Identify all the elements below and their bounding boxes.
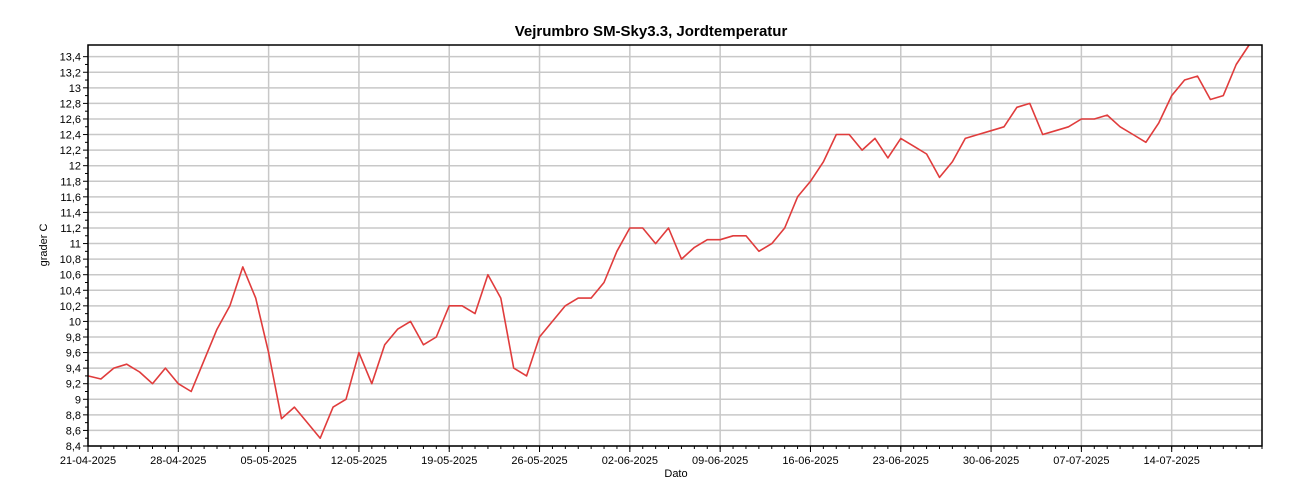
- chart-title: Vejrumbro SM-Sky3.3, Jordtemperatur: [515, 23, 788, 40]
- x-tick-label: 16-06-2025: [782, 455, 838, 467]
- y-tick-label: 9,8: [66, 332, 81, 344]
- y-tick-label: 9,4: [66, 363, 81, 375]
- series-layer: [87, 44, 1250, 440]
- y-tick-label: 10,6: [60, 270, 81, 282]
- y-tick-label: 12,2: [60, 145, 81, 157]
- y-tick-label: 13: [69, 83, 81, 95]
- x-tick-label: 23-06-2025: [873, 455, 929, 467]
- plot-frame: [87, 44, 1263, 447]
- x-tick-label: 28-04-2025: [150, 455, 206, 467]
- y-tick-label: 10,8: [60, 254, 81, 266]
- y-tick-label: 9: [75, 394, 81, 406]
- y-tick-label: 11,2: [60, 223, 81, 235]
- y-tick-label: 10,4: [60, 285, 81, 297]
- y-tick-label: 8,4: [66, 441, 81, 453]
- y-tick-label: 11,4: [60, 207, 81, 219]
- x-tick-label: 14-07-2025: [1144, 455, 1200, 467]
- series-line: [87, 44, 1250, 440]
- y-axis: 8,4 8,6 8,8 9 9,2 9,4 9,6 9,8 10 10,2 10,4 10,6 10,8…: [60, 52, 88, 453]
- x-tick-label: 09-06-2025: [692, 455, 748, 467]
- x-tick-label: 19-05-2025: [421, 455, 477, 467]
- y-tick-label: 11,6: [60, 192, 81, 204]
- y-tick-label: 11,8: [60, 176, 81, 188]
- x-tick-label: 26-05-2025: [511, 455, 567, 467]
- x-tick-label: 12-05-2025: [331, 455, 387, 467]
- y-tick-label: 9,6: [66, 348, 81, 360]
- y-tick-label: 10: [69, 316, 81, 328]
- x-tick-label: 21-04-2025: [60, 455, 116, 467]
- y-tick-label: 11: [70, 239, 81, 251]
- y-tick-label: 12,4: [60, 130, 81, 142]
- x-tick-label: 30-06-2025: [963, 455, 1019, 467]
- y-tick-label: 12,8: [60, 98, 81, 110]
- y-tick-label: 8,8: [66, 410, 81, 422]
- y-axis-label: grader C: [38, 224, 50, 267]
- x-axis-label: Dato: [664, 468, 687, 480]
- y-tick-label: 12,6: [60, 114, 81, 126]
- y-tick-label: 12: [69, 161, 81, 173]
- x-axis: 21-04-2025 28-04-2025 05-05-2025 12-05-2025…: [60, 446, 1263, 467]
- y-tick-label: 9,2: [66, 379, 81, 391]
- x-tick-label: 05-05-2025: [240, 455, 296, 467]
- x-tick-label: 02-06-2025: [602, 455, 658, 467]
- y-tick-label: 10,2: [60, 301, 81, 313]
- x-tick-label: 07-07-2025: [1053, 455, 1109, 467]
- y-tick-label: 13,4: [60, 52, 81, 64]
- y-tick-label: 13,2: [60, 67, 81, 79]
- y-tick-label: 8,6: [66, 425, 81, 437]
